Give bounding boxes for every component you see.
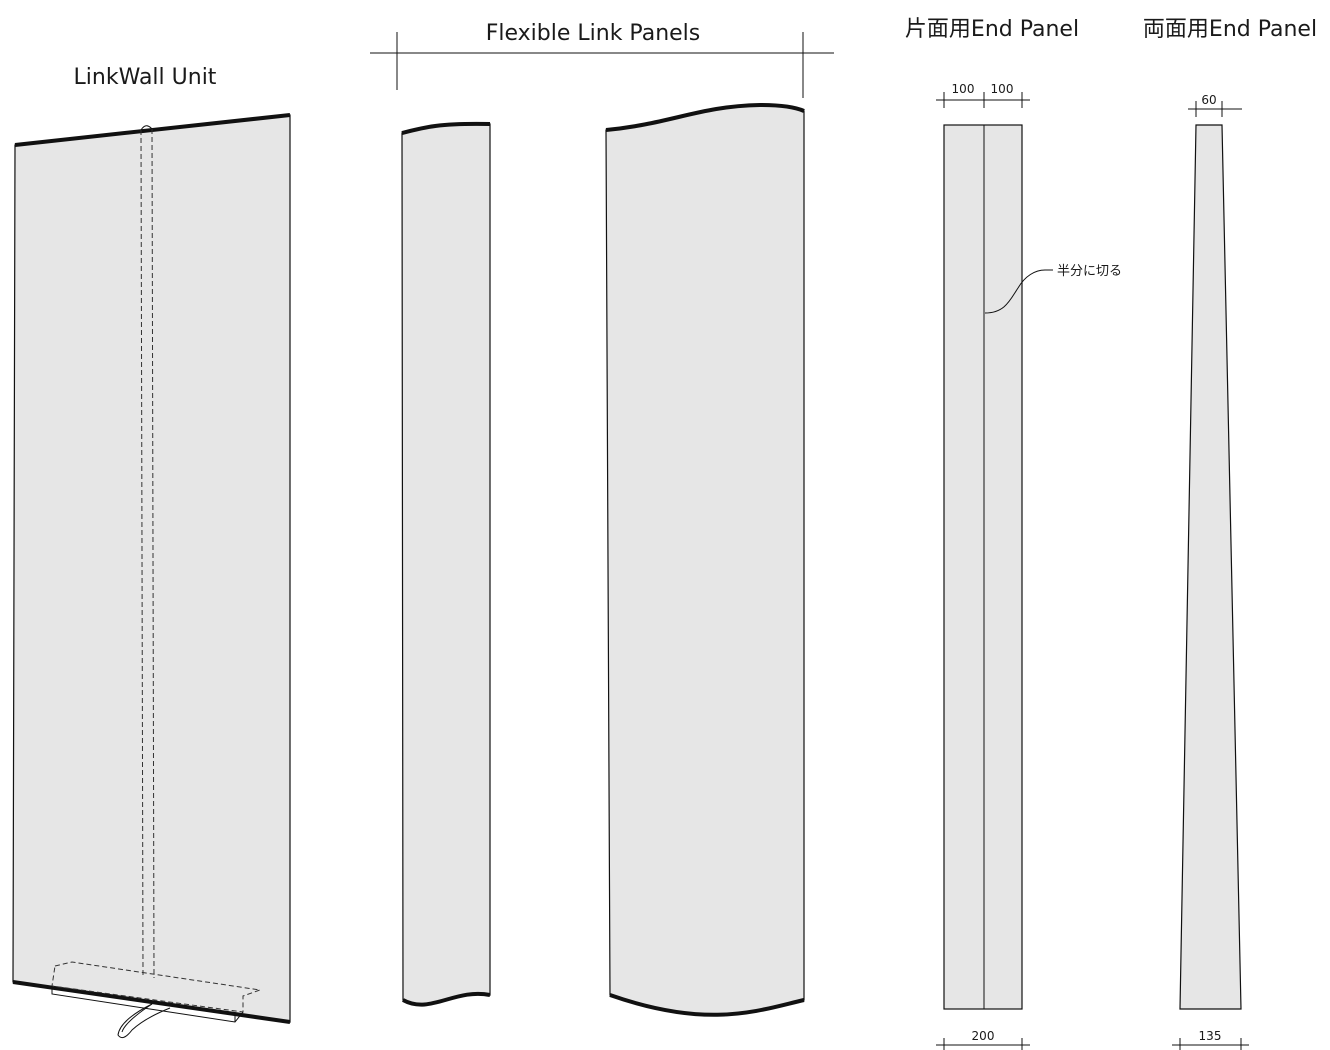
wide-panel-bottom-rail	[609, 993, 805, 1017]
double-end-panel-body	[1179, 124, 1242, 1010]
cut-callout-leader	[984, 269, 1053, 314]
linkwall-unit-title: LinkWall Unit	[74, 65, 217, 90]
linkwall-bottom-rail	[12, 980, 291, 1024]
linkwall-unit	[12, 113, 291, 1039]
single-bottom-width-label: 200	[972, 1029, 995, 1043]
single-end-panel-body	[943, 124, 1023, 1010]
narrow-panel-bottom-rail	[402, 991, 491, 1007]
double-sided-end-panel: 60 135	[1172, 93, 1249, 1050]
double-top-width-label: 60	[1201, 93, 1216, 107]
double-end-panel-title: 両面用End Panel	[1143, 17, 1317, 42]
flexible-link-panel-wide	[605, 102, 805, 1017]
double-bottom-dimension	[1172, 1038, 1249, 1050]
linkwall-base-foot	[51, 986, 244, 1039]
single-left-half-label: 100	[952, 82, 975, 96]
cut-in-half-note: 半分に切る	[1057, 264, 1122, 279]
single-sided-end-panel: 100 100 200 半分に切る	[936, 82, 1122, 1050]
single-top-dimension	[936, 92, 1030, 108]
single-right-half-label: 100	[991, 82, 1014, 96]
flexible-panels-bracket	[370, 32, 834, 98]
flexible-link-panel-narrow	[401, 121, 491, 1007]
linkwall-banner	[12, 114, 291, 1023]
single-end-panel-title: 片面用End Panel	[905, 17, 1079, 42]
double-top-dimension	[1188, 101, 1242, 117]
double-bottom-width-label: 135	[1199, 1029, 1222, 1043]
single-bottom-dimension	[936, 1038, 1030, 1050]
wide-panel-top-rail	[605, 102, 805, 132]
narrow-panel-top-rail	[401, 121, 491, 135]
flexible-link-panels-title: Flexible Link Panels	[486, 21, 701, 46]
linkwall-hidden-pole	[140, 125, 155, 979]
